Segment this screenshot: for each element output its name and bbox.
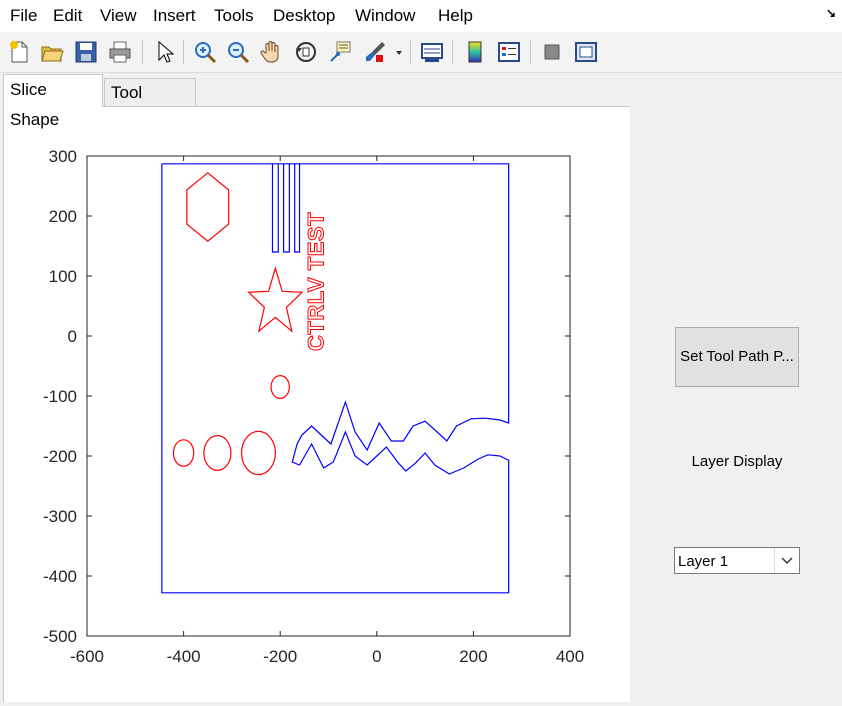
hide-plot-tools-icon[interactable] <box>539 39 565 65</box>
slice-shape-panel: -600 -400 -200 0 200 400 300 200 100 0 -100 -200 -30… <box>3 106 631 704</box>
y-tick-label: -400 <box>43 567 77 586</box>
zoom-out-icon[interactable] <box>225 39 251 65</box>
slice-plot[interactable]: -600 -400 -200 0 200 400 300 200 100 0 -100 -200 -30… <box>4 107 630 703</box>
y-tick-label: -200 <box>43 447 77 466</box>
hexagon-shape <box>186 172 230 242</box>
ellipse-shape <box>270 375 290 400</box>
save-icon[interactable] <box>73 39 99 65</box>
y-tick-label: 200 <box>49 207 77 226</box>
link-plot-icon[interactable] <box>419 39 445 65</box>
menu-window[interactable]: Window <box>355 6 416 25</box>
show-plot-tools-icon[interactable] <box>573 39 599 65</box>
x-tick-label: -600 <box>70 647 104 666</box>
menu-edit[interactable]: Edit <box>53 6 83 25</box>
ellipse-shape <box>172 439 195 467</box>
y-tick-label: 0 <box>68 327 77 346</box>
chevron-down-icon[interactable] <box>774 548 799 573</box>
tab-slice-shape[interactable]: Slice Shape <box>3 74 103 129</box>
y-tick-label: 300 <box>49 147 77 166</box>
dock-figure-icon[interactable]: ↘ <box>825 6 836 20</box>
y-tick-label: -500 <box>43 627 77 646</box>
y-tick-label: 100 <box>49 267 77 286</box>
ctrlv-test-text: CTRLV TEST <box>304 212 329 351</box>
print-icon[interactable] <box>107 39 133 65</box>
menu-insert[interactable]: Insert <box>153 6 196 25</box>
x-tick-label: 0 <box>372 647 381 666</box>
toolbar-separator <box>530 40 531 64</box>
colorbar-icon[interactable] <box>462 39 488 65</box>
layer-select-value: Layer 1 <box>678 553 729 570</box>
ellipse-shape <box>240 430 276 476</box>
zoom-in-icon[interactable] <box>192 39 218 65</box>
brush-dropdown-icon[interactable] <box>392 39 406 65</box>
layer-display-label: Layer Display <box>691 453 783 470</box>
toolbar-separator <box>410 40 411 64</box>
toolbar-separator <box>183 40 184 64</box>
data-cursor-icon[interactable] <box>327 39 353 65</box>
rotate-3d-icon[interactable] <box>293 39 319 65</box>
ellipse-shape <box>203 435 232 472</box>
pointer-icon[interactable] <box>151 39 177 65</box>
legend-icon[interactable] <box>496 39 522 65</box>
y-tick-label: -100 <box>43 387 77 406</box>
tab-tool-paths[interactable]: Tool Paths <box>104 78 196 130</box>
x-tick-label: -400 <box>167 647 201 666</box>
open-folder-icon[interactable] <box>39 39 65 65</box>
y-tick-label: -300 <box>43 507 77 526</box>
control-panel <box>630 106 842 702</box>
x-tick-label: 200 <box>459 647 487 666</box>
brush-icon[interactable] <box>362 39 388 65</box>
figure-toolbar <box>0 32 842 73</box>
axes-box <box>86 155 571 637</box>
outline-path <box>161 163 510 594</box>
x-tick-label: 400 <box>556 647 584 666</box>
menu-tools[interactable]: Tools <box>214 6 254 25</box>
new-file-icon[interactable] <box>6 39 32 65</box>
window-bottom-edge <box>0 702 842 706</box>
set-tool-path-button[interactable]: Set Tool Path P... <box>675 327 799 387</box>
stripe-path <box>294 163 301 253</box>
x-tick-label: -200 <box>263 647 297 666</box>
star-shape <box>247 266 304 333</box>
stripe-path <box>282 163 290 253</box>
menu-help[interactable]: Help <box>438 6 473 25</box>
stripe-path <box>271 163 279 253</box>
menu-desktop[interactable]: Desktop <box>273 6 336 25</box>
menu-file[interactable]: File <box>10 6 38 25</box>
menu-bar: File Edit View Insert Tools Desktop Wind… <box>0 0 842 32</box>
pan-hand-icon[interactable] <box>259 39 285 65</box>
toolbar-separator <box>452 40 453 64</box>
layer-select[interactable]: Layer 1 <box>674 547 800 574</box>
menu-view[interactable]: View <box>100 6 137 25</box>
toolbar-separator <box>142 40 143 64</box>
